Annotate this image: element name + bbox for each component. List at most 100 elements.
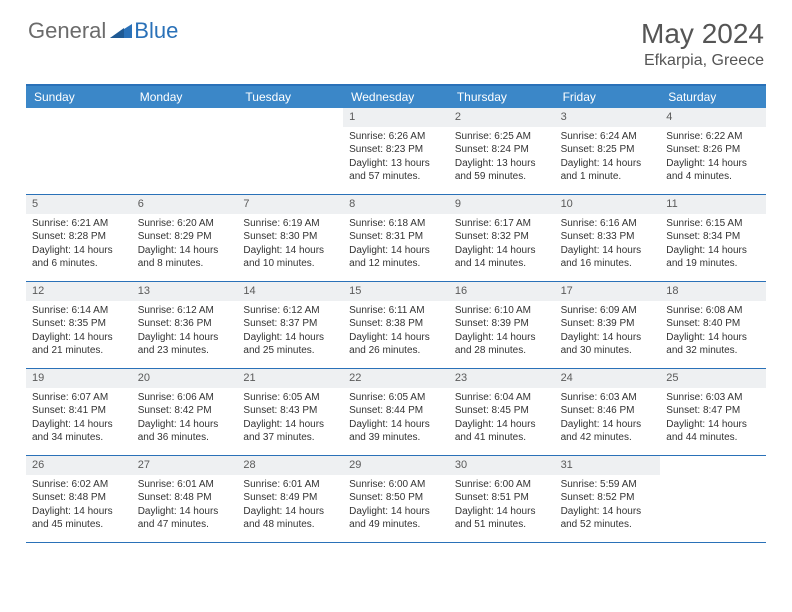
day-number: 22: [343, 369, 449, 388]
weekday-label: Thursday: [449, 86, 555, 108]
daylight-text: Daylight: 14 hours and 36 minutes.: [138, 418, 232, 445]
weekday-label: Wednesday: [343, 86, 449, 108]
calendar-cell-empty: [132, 108, 238, 194]
sunrise-text: Sunrise: 6:19 AM: [243, 217, 337, 231]
sunset-text: Sunset: 8:29 PM: [138, 230, 232, 244]
calendar-cell: 29Sunrise: 6:00 AMSunset: 8:50 PMDayligh…: [343, 456, 449, 542]
sunset-text: Sunset: 8:48 PM: [32, 491, 126, 505]
sunrise-text: Sunrise: 6:21 AM: [32, 217, 126, 231]
day-number: 2: [449, 108, 555, 127]
day-number: 14: [237, 282, 343, 301]
sunrise-text: Sunrise: 6:08 AM: [666, 304, 760, 318]
calendar-week: 5Sunrise: 6:21 AMSunset: 8:28 PMDaylight…: [26, 195, 766, 282]
sunrise-text: Sunrise: 6:17 AM: [455, 217, 549, 231]
calendar-cell: 8Sunrise: 6:18 AMSunset: 8:31 PMDaylight…: [343, 195, 449, 281]
calendar-week: 26Sunrise: 6:02 AMSunset: 8:48 PMDayligh…: [26, 456, 766, 543]
location-label: Efkarpia, Greece: [641, 52, 764, 70]
sunrise-text: Sunrise: 6:00 AM: [455, 478, 549, 492]
calendar-cell: 18Sunrise: 6:08 AMSunset: 8:40 PMDayligh…: [660, 282, 766, 368]
sunset-text: Sunset: 8:46 PM: [561, 404, 655, 418]
calendar-cell: 1Sunrise: 6:26 AMSunset: 8:23 PMDaylight…: [343, 108, 449, 194]
sunset-text: Sunset: 8:40 PM: [666, 317, 760, 331]
calendar-cell: 25Sunrise: 6:03 AMSunset: 8:47 PMDayligh…: [660, 369, 766, 455]
sunset-text: Sunset: 8:52 PM: [561, 491, 655, 505]
calendar-cell: 24 Sunrise: 6:03 AMSunset: 8:46 PMDayligh…: [555, 369, 661, 455]
logo: General Blue: [28, 18, 178, 44]
calendar-cell: 2Sunrise: 6:25 AMSunset: 8:24 PMDaylight…: [449, 108, 555, 194]
daylight-text: Daylight: 14 hours and 21 minutes.: [32, 331, 126, 358]
sunrise-text: Sunrise: 6:01 AM: [243, 478, 337, 492]
calendar-week: 19Sunrise: 6:07 AMSunset: 8:41 PMDayligh…: [26, 369, 766, 456]
sunset-text: Sunset: 8:33 PM: [561, 230, 655, 244]
calendar-cell: 26Sunrise: 6:02 AMSunset: 8:48 PMDayligh…: [26, 456, 132, 542]
day-number: 29: [343, 456, 449, 475]
sunset-text: Sunset: 8:49 PM: [243, 491, 337, 505]
title-block: May 2024 Efkarpia, Greece: [641, 18, 764, 70]
daylight-text: Daylight: 14 hours and 39 minutes.: [349, 418, 443, 445]
calendar-cell: 4Sunrise: 6:22 AMSunset: 8:26 PMDaylight…: [660, 108, 766, 194]
sunset-text: Sunset: 8:39 PM: [561, 317, 655, 331]
sunrise-text: Sunrise: 6:01 AM: [138, 478, 232, 492]
sunset-text: Sunset: 8:37 PM: [243, 317, 337, 331]
day-number: 15: [343, 282, 449, 301]
calendar-cell: 5Sunrise: 6:21 AMSunset: 8:28 PMDaylight…: [26, 195, 132, 281]
calendar-cell: 11Sunrise: 6:15 AMSunset: 8:34 PMDayligh…: [660, 195, 766, 281]
sunset-text: Sunset: 8:30 PM: [243, 230, 337, 244]
sunrise-text: Sunrise: 6:20 AM: [138, 217, 232, 231]
day-number: 28: [237, 456, 343, 475]
daylight-text: Daylight: 13 hours and 57 minutes.: [349, 157, 443, 184]
sunset-text: Sunset: 8:43 PM: [243, 404, 337, 418]
calendar-cell: 21Sunrise: 6:05 AMSunset: 8:43 PMDayligh…: [237, 369, 343, 455]
daylight-text: Daylight: 14 hours and 45 minutes.: [32, 505, 126, 532]
daylight-text: Daylight: 14 hours and 41 minutes.: [455, 418, 549, 445]
page-title: May 2024: [641, 18, 764, 50]
sunrise-text: Sunrise: 6:03 AM: [561, 391, 655, 405]
calendar-cell-empty: [26, 108, 132, 194]
day-number: 19: [26, 369, 132, 388]
calendar-cell: 12Sunrise: 6:14 AMSunset: 8:35 PMDayligh…: [26, 282, 132, 368]
sunrise-text: Sunrise: 6:10 AM: [455, 304, 549, 318]
sunset-text: Sunset: 8:31 PM: [349, 230, 443, 244]
daylight-text: Daylight: 14 hours and 42 minutes.: [561, 418, 655, 445]
calendar-cell: 9Sunrise: 6:17 AMSunset: 8:32 PMDaylight…: [449, 195, 555, 281]
daylight-text: Daylight: 14 hours and 49 minutes.: [349, 505, 443, 532]
day-number: 25: [660, 369, 766, 388]
daylight-text: Daylight: 14 hours and 23 minutes.: [138, 331, 232, 358]
sunset-text: Sunset: 8:48 PM: [138, 491, 232, 505]
sunset-text: Sunset: 8:32 PM: [455, 230, 549, 244]
daylight-text: Daylight: 14 hours and 34 minutes.: [32, 418, 126, 445]
calendar-cell: 23Sunrise: 6:04 AMSunset: 8:45 PMDayligh…: [449, 369, 555, 455]
sunrise-text: Sunrise: 6:03 AM: [666, 391, 760, 405]
day-number: 9: [449, 195, 555, 214]
calendar-cell: 31Sunrise: 5:59 AMSunset: 8:52 PMDayligh…: [555, 456, 661, 542]
sunrise-text: Sunrise: 6:05 AM: [243, 391, 337, 405]
daylight-text: Daylight: 14 hours and 25 minutes.: [243, 331, 337, 358]
day-number: 3: [555, 108, 661, 127]
sunrise-text: Sunrise: 6:06 AM: [138, 391, 232, 405]
sunset-text: Sunset: 8:51 PM: [455, 491, 549, 505]
daylight-text: Daylight: 14 hours and 19 minutes.: [666, 244, 760, 271]
calendar-cell: 27Sunrise: 6:01 AMSunset: 8:48 PMDayligh…: [132, 456, 238, 542]
calendar-cell: 3Sunrise: 6:24 AMSunset: 8:25 PMDaylight…: [555, 108, 661, 194]
header: General Blue May 2024 Efkarpia, Greece: [0, 0, 792, 78]
daylight-text: Daylight: 14 hours and 8 minutes.: [138, 244, 232, 271]
calendar-cell: 22Sunrise: 6:05 AMSunset: 8:44 PMDayligh…: [343, 369, 449, 455]
calendar-cell: 16Sunrise: 6:10 AMSunset: 8:39 PMDayligh…: [449, 282, 555, 368]
day-number: 4: [660, 108, 766, 127]
sunrise-text: Sunrise: 6:07 AM: [32, 391, 126, 405]
day-number: 24: [555, 369, 661, 388]
logo-text-blue: Blue: [134, 18, 178, 44]
daylight-text: Daylight: 14 hours and 10 minutes.: [243, 244, 337, 271]
sunrise-text: Sunrise: 6:16 AM: [561, 217, 655, 231]
day-number: 23: [449, 369, 555, 388]
sunrise-text: Sunrise: 5:59 AM: [561, 478, 655, 492]
weekday-header: SundayMondayTuesdayWednesdayThursdayFrid…: [26, 86, 766, 108]
day-number: 26: [26, 456, 132, 475]
day-number: 5: [26, 195, 132, 214]
sunset-text: Sunset: 8:39 PM: [455, 317, 549, 331]
sunset-text: Sunset: 8:26 PM: [666, 143, 760, 157]
sunrise-text: Sunrise: 6:00 AM: [349, 478, 443, 492]
calendar-cell: 14Sunrise: 6:12 AMSunset: 8:37 PMDayligh…: [237, 282, 343, 368]
sunset-text: Sunset: 8:23 PM: [349, 143, 443, 157]
calendar-cell: 20Sunrise: 6:06 AMSunset: 8:42 PMDayligh…: [132, 369, 238, 455]
